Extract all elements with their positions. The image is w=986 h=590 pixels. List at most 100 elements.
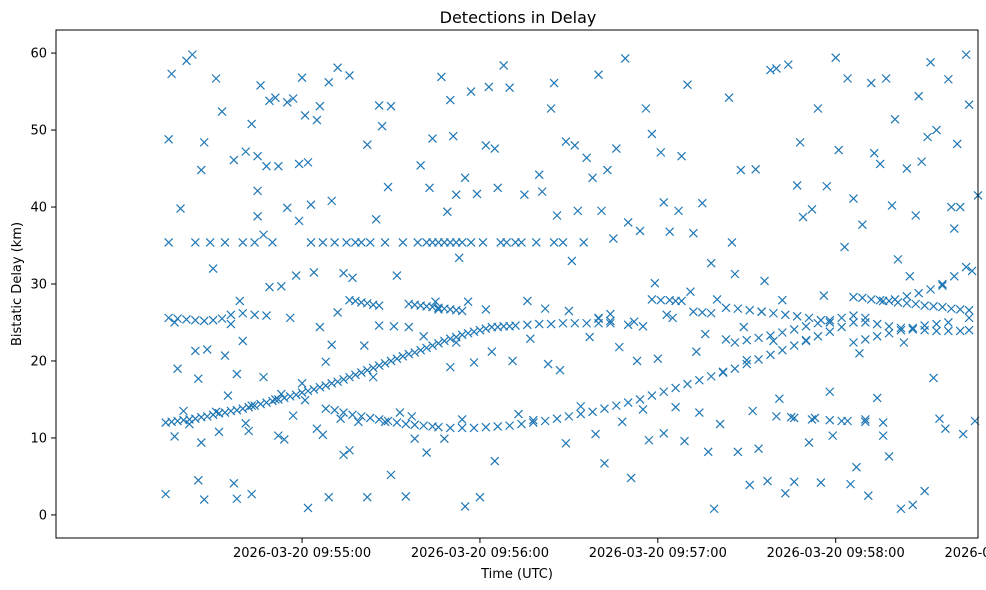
data-point xyxy=(605,318,615,328)
data-point xyxy=(849,292,858,302)
data-point xyxy=(173,314,182,324)
data-point xyxy=(339,268,348,278)
data-point xyxy=(736,165,746,175)
data-point xyxy=(315,382,325,392)
data-point xyxy=(926,57,935,67)
data-markers xyxy=(161,50,983,514)
data-point xyxy=(688,307,698,317)
data-point xyxy=(849,318,858,327)
data-point xyxy=(276,389,286,399)
data-point xyxy=(837,313,847,323)
data-point xyxy=(739,322,749,332)
data-point xyxy=(383,182,393,192)
data-point xyxy=(964,305,974,315)
data-point xyxy=(220,351,230,361)
data-point xyxy=(463,328,473,338)
data-point xyxy=(819,291,829,300)
data-point xyxy=(386,356,396,366)
data-point xyxy=(611,144,621,153)
data-point xyxy=(961,50,971,60)
data-point xyxy=(588,407,598,417)
data-point xyxy=(333,63,343,73)
data-point xyxy=(570,141,580,150)
data-point xyxy=(238,238,248,247)
data-point xyxy=(943,326,953,336)
data-point xyxy=(297,388,307,397)
data-point xyxy=(757,307,767,317)
data-point xyxy=(321,381,331,391)
data-point xyxy=(783,60,793,70)
data-point xyxy=(297,378,307,388)
data-point xyxy=(238,308,248,318)
data-point xyxy=(303,157,313,167)
data-point xyxy=(528,418,538,427)
data-point xyxy=(911,211,921,220)
data-point xyxy=(742,359,752,369)
data-point xyxy=(211,407,221,417)
data-point xyxy=(789,413,799,423)
data-point xyxy=(721,303,731,313)
data-point xyxy=(235,296,245,306)
data-point xyxy=(377,121,387,131)
data-point xyxy=(297,73,307,83)
data-point xyxy=(267,238,277,247)
data-point xyxy=(816,478,826,488)
data-point xyxy=(857,220,867,230)
data-point xyxy=(677,151,686,161)
data-point xyxy=(807,204,817,214)
data-point xyxy=(428,134,437,143)
data-point xyxy=(445,423,455,433)
data-point xyxy=(914,91,924,101)
data-point xyxy=(164,134,174,144)
data-point xyxy=(771,64,781,73)
data-point xyxy=(715,419,725,429)
data-point xyxy=(380,358,390,368)
data-point xyxy=(288,94,298,103)
data-point xyxy=(345,445,354,455)
data-point xyxy=(478,238,488,247)
data-point xyxy=(276,281,286,291)
plot-background xyxy=(56,30,978,538)
data-point xyxy=(582,153,592,163)
data-point xyxy=(671,383,681,393)
data-point xyxy=(490,456,500,466)
data-point xyxy=(686,287,695,297)
data-point xyxy=(766,331,775,340)
data-point xyxy=(434,422,443,432)
data-point xyxy=(309,268,319,277)
data-point xyxy=(937,279,947,289)
data-point xyxy=(250,401,260,411)
data-point xyxy=(849,311,858,320)
y-axis: 0 10 20 30 40 50 60 xyxy=(30,47,56,523)
data-point xyxy=(374,321,384,330)
data-point xyxy=(416,345,426,355)
data-point xyxy=(167,69,177,79)
data-point xyxy=(161,489,171,499)
data-point xyxy=(650,278,660,288)
data-point xyxy=(875,159,885,169)
data-point xyxy=(733,304,743,314)
data-point xyxy=(801,335,811,345)
data-point xyxy=(766,350,775,360)
data-point xyxy=(709,504,719,514)
data-point xyxy=(241,147,251,157)
data-point xyxy=(671,402,681,412)
data-point xyxy=(419,421,429,431)
data-point xyxy=(825,318,835,327)
data-point xyxy=(392,354,402,364)
data-point xyxy=(336,414,346,424)
data-point xyxy=(508,356,517,366)
data-point xyxy=(208,264,218,274)
data-point xyxy=(339,450,348,460)
data-point xyxy=(534,170,544,180)
data-point xyxy=(780,310,790,320)
data-point xyxy=(831,53,841,63)
data-point xyxy=(712,294,722,304)
data-point xyxy=(786,412,796,422)
data-point xyxy=(404,349,414,359)
data-point xyxy=(872,319,882,329)
data-point xyxy=(303,503,313,513)
data-point xyxy=(262,161,271,171)
data-point xyxy=(439,336,449,346)
data-point xyxy=(605,309,615,319)
